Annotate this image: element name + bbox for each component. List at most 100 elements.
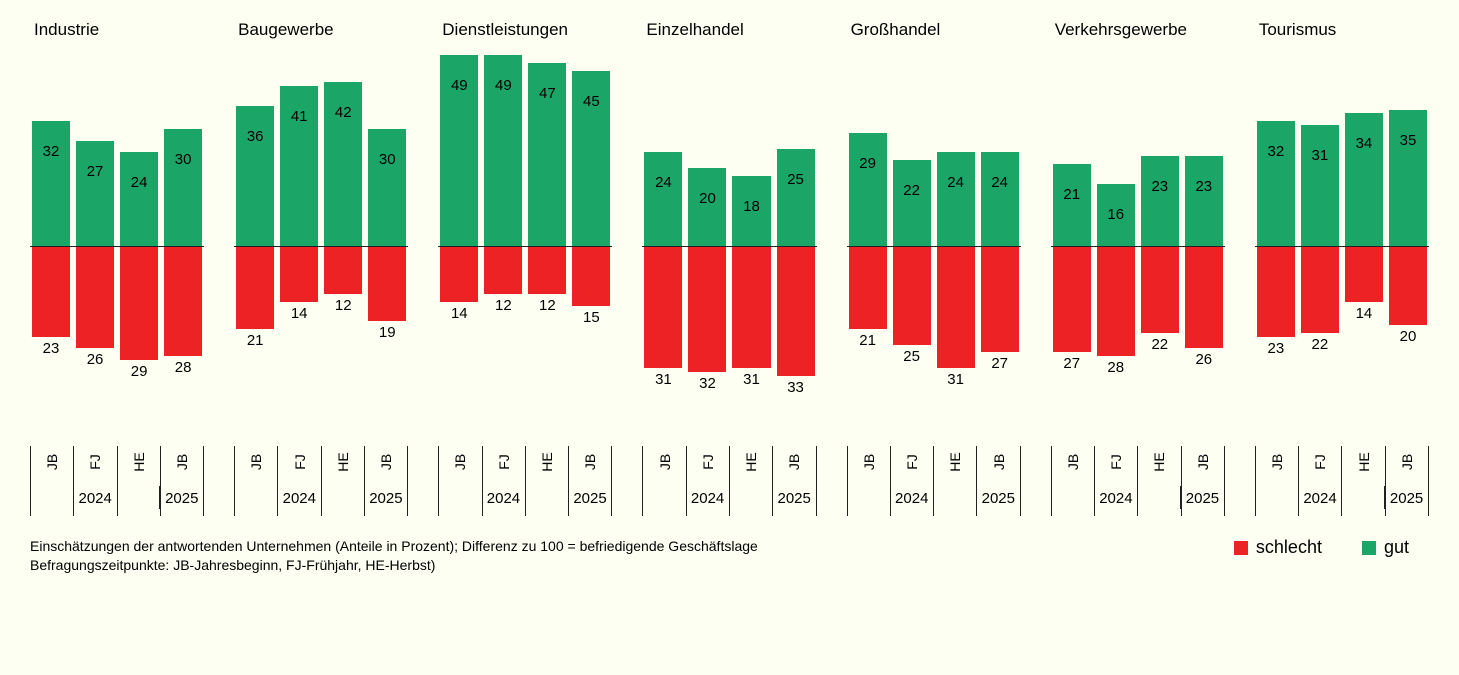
period-label: HE [947,452,963,471]
period-cell: JB [847,446,890,516]
legend-label-good: gut [1384,537,1409,558]
bar-good: 20 [688,168,726,246]
bars-zone: 2127162823222326 [1051,50,1225,440]
bar-good: 41 [280,86,318,246]
bar-good: 21 [1053,164,1091,246]
panel-title: Verkehrsgewerbe [1051,20,1225,50]
chart-panel: Industrie3223272624293028JBFJHEJB2024202… [30,20,204,509]
period-label: JB [174,454,190,470]
bar-column: 2921 [849,50,887,440]
bar-bad: 14 [1345,247,1383,302]
bar-good: 24 [644,152,682,246]
period-label: JB [1065,454,1081,470]
bar-good: 49 [440,55,478,246]
period-label: FJ [700,454,716,470]
bar-column: 3019 [368,50,406,440]
period-label: HE [743,452,759,471]
period-label: JB [1195,454,1211,470]
legend-swatch-good [1362,541,1376,555]
chart-panel: Großhandel2921222524312427JBFJHEJB202420… [847,20,1021,509]
legend-item-good: gut [1362,537,1409,558]
bar-bad: 27 [1053,247,1091,352]
bar-column: 1831 [732,50,770,440]
bar-bad: 14 [280,247,318,302]
bar-good: 47 [528,63,566,246]
bar-column: 2322 [1141,50,1179,440]
legend-item-bad: schlecht [1234,537,1322,558]
bar-good: 24 [120,152,158,246]
period-label: FJ [1108,454,1124,470]
period-cell: FJ [686,446,729,516]
period-label: JB [657,454,673,470]
bar-good: 23 [1141,156,1179,246]
bars-zone: 3223312234143520 [1255,50,1429,440]
bar-good: 18 [732,176,770,246]
bar-good: 29 [849,133,887,246]
bar-column: 3621 [236,50,274,440]
bar-bad: 21 [849,247,887,329]
bar-good: 24 [937,152,975,246]
bar-good: 27 [76,141,114,246]
period-cell: HE [729,446,772,516]
period-cell: JB [772,446,816,516]
bar-bad: 26 [76,247,114,348]
period-cell: JB [568,446,612,516]
period-axis: JBFJHEJB [438,446,612,516]
period-label: FJ [904,454,920,470]
chart-panel: Dienstleistungen4914491247124515JBFJHEJB… [438,20,612,509]
period-cell: HE [933,446,976,516]
bar-bad: 22 [1301,247,1339,333]
bars-zone: 3223272624293028 [30,50,204,440]
period-cell: HE [1137,446,1180,516]
bar-bad: 22 [1141,247,1179,333]
period-cell: HE [525,446,568,516]
zero-line [1255,246,1429,247]
period-cell: HE [1341,446,1384,516]
period-cell: JB [364,446,408,516]
period-cell: FJ [277,446,320,516]
period-label: JB [786,454,802,470]
bar-column: 4912 [484,50,522,440]
footnote-line2: Befragungszeitpunkte: JB-Jahresbeginn, F… [30,556,758,575]
chart-panel: Verkehrsgewerbe2127162823222326JBFJHEJB2… [1051,20,1225,509]
chart-panel: Einzelhandel2431203218312533JBFJHEJB2024… [642,20,816,509]
bar-column: 3414 [1345,50,1383,440]
period-label: JB [44,454,60,470]
period-label: JB [1269,454,1285,470]
bar-bad: 12 [484,247,522,294]
bar-bad: 28 [1097,247,1135,356]
period-label: JB [378,454,394,470]
bar-bad: 26 [1185,247,1223,348]
legend: schlecht gut [1234,537,1429,558]
bar-bad: 14 [440,247,478,302]
bar-column: 2429 [120,50,158,440]
period-label: HE [1356,452,1372,471]
bars-zone: 2431203218312533 [642,50,816,440]
bar-column: 4515 [572,50,610,440]
bar-good: 36 [236,106,274,246]
period-label: HE [1151,452,1167,471]
period-cell: HE [321,446,364,516]
bar-bad: 31 [644,247,682,368]
bar-good: 42 [324,82,362,246]
period-cell: FJ [73,446,116,516]
zero-line [438,246,612,247]
bar-good: 24 [981,152,1019,246]
bar-good: 22 [893,160,931,246]
bar-column: 2533 [777,50,815,440]
bar-bad: 12 [528,247,566,294]
bar-column: 2326 [1185,50,1223,440]
bar-column: 2225 [893,50,931,440]
bars-zone: 2921222524312427 [847,50,1021,440]
bar-good: 30 [164,129,202,246]
bar-bad: 31 [937,247,975,368]
chart-panel: Tourismus3223312234143520JBFJHEJB2024202… [1255,20,1429,509]
bar-column: 2431 [937,50,975,440]
bar-good: 16 [1097,184,1135,246]
footnote-text: Einschätzungen der antwortenden Unterneh… [30,537,758,575]
bar-bad: 12 [324,247,362,294]
panel-title: Baugewerbe [234,20,408,50]
chart-panel: Baugewerbe3621411442123019JBFJHEJB202420… [234,20,408,509]
period-label: JB [991,454,1007,470]
bar-column: 4914 [440,50,478,440]
